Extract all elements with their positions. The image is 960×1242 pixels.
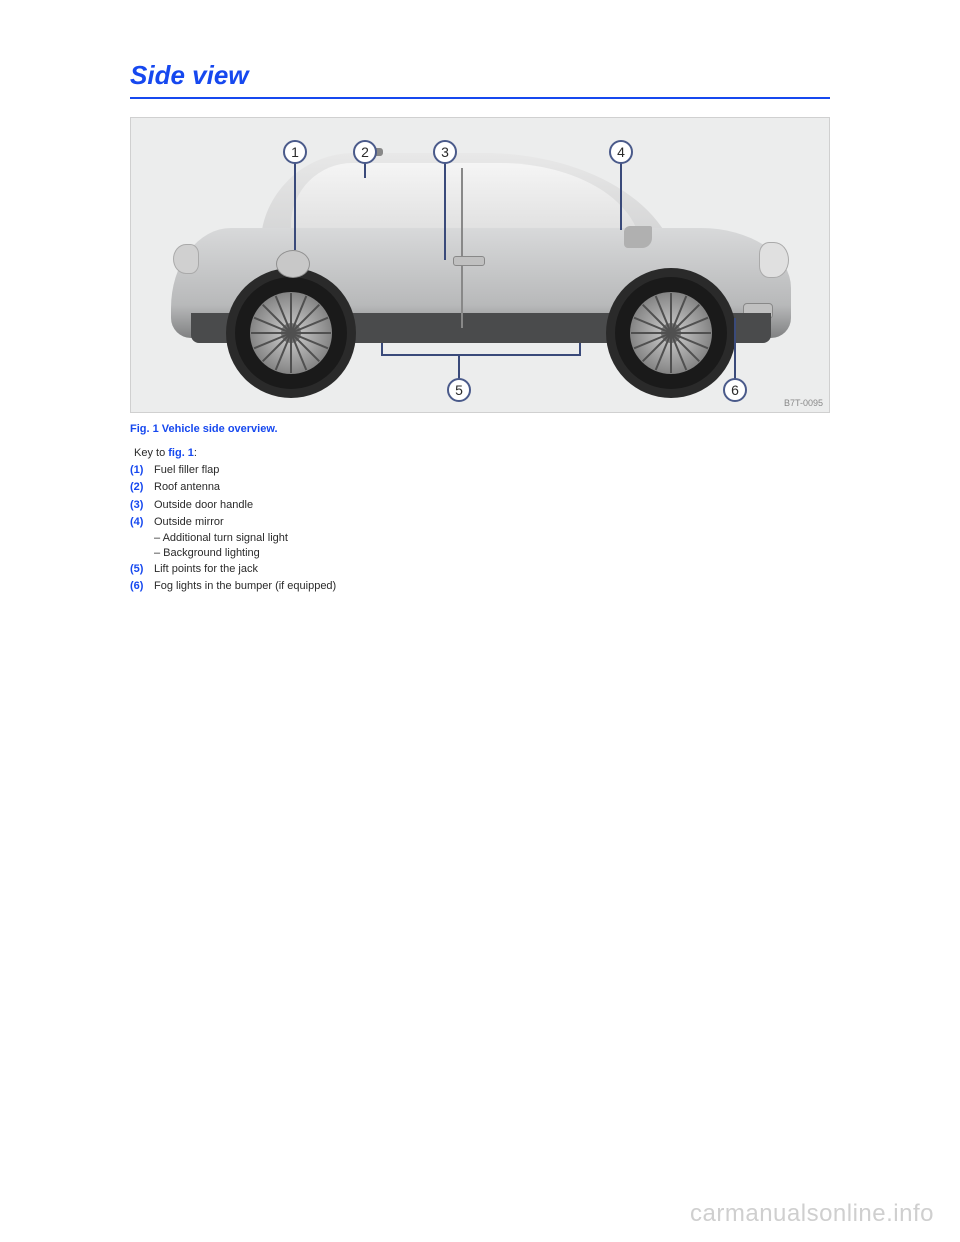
figure-code: B7T-0095 (784, 398, 823, 408)
key-item-text: Outside door handle (154, 498, 830, 512)
callout-line (294, 162, 296, 250)
vehicle-side-figure: 1 2 3 4 5 6 B7T-0095 (130, 117, 830, 413)
car-illustration (171, 198, 791, 378)
key-item-text: Fog lights in the bumper (if equipped) (154, 579, 830, 593)
callout-4: 4 (609, 140, 633, 164)
title-underline (130, 97, 830, 99)
key-item-text: Fuel filler flap (154, 463, 830, 477)
key-item-number: (6) (130, 579, 154, 593)
key-item-number: (2) (130, 480, 154, 494)
key-item: (5)Lift points for the jack (130, 562, 830, 576)
rear-wheel (235, 277, 347, 389)
key-item: (2)Roof antenna (130, 480, 830, 494)
key-item: (1)Fuel filler flap (130, 463, 830, 477)
callout-5: 5 (447, 378, 471, 402)
key-intro-suffix: : (194, 447, 197, 459)
key-subline: – Additional turn signal light (154, 532, 830, 544)
key-item-number: (1) (130, 463, 154, 477)
key-item: (4)Outside mirror (130, 515, 830, 529)
door-handle (453, 256, 485, 266)
figure-caption: Fig. 1 Vehicle side overview. (130, 423, 830, 435)
key-item: (6)Fog lights in the bumper (if equipped… (130, 579, 830, 593)
key-item-text: Roof antenna (154, 480, 830, 494)
front-wheel (615, 277, 727, 389)
page-title: Side view (130, 60, 830, 91)
key-item: (3)Outside door handle (130, 498, 830, 512)
callout-6: 6 (723, 378, 747, 402)
key-subline: – Background lighting (154, 547, 830, 559)
key-item-number: (5) (130, 562, 154, 576)
key-item-text: Lift points for the jack (154, 562, 830, 576)
callout-3: 3 (433, 140, 457, 164)
figure-reference: fig. 1 (168, 447, 194, 459)
callout-line (444, 162, 446, 260)
callout-line (381, 354, 581, 356)
key-intro-prefix: Key to (134, 447, 168, 459)
key-item-number: (4) (130, 515, 154, 529)
callout-line (364, 162, 366, 178)
key-item-text: Outside mirror (154, 515, 830, 529)
key-list: (1)Fuel filler flap(2)Roof antenna(3)Out… (130, 463, 830, 594)
callout-line (734, 318, 736, 380)
mirror (624, 226, 652, 248)
callout-2: 2 (353, 140, 377, 164)
callout-line (620, 162, 622, 230)
key-intro: Key to fig. 1: (130, 447, 830, 459)
watermark: carmanualsonline.info (690, 1200, 934, 1228)
fuel-cap (276, 250, 310, 278)
key-item-number: (3) (130, 498, 154, 512)
callout-1: 1 (283, 140, 307, 164)
